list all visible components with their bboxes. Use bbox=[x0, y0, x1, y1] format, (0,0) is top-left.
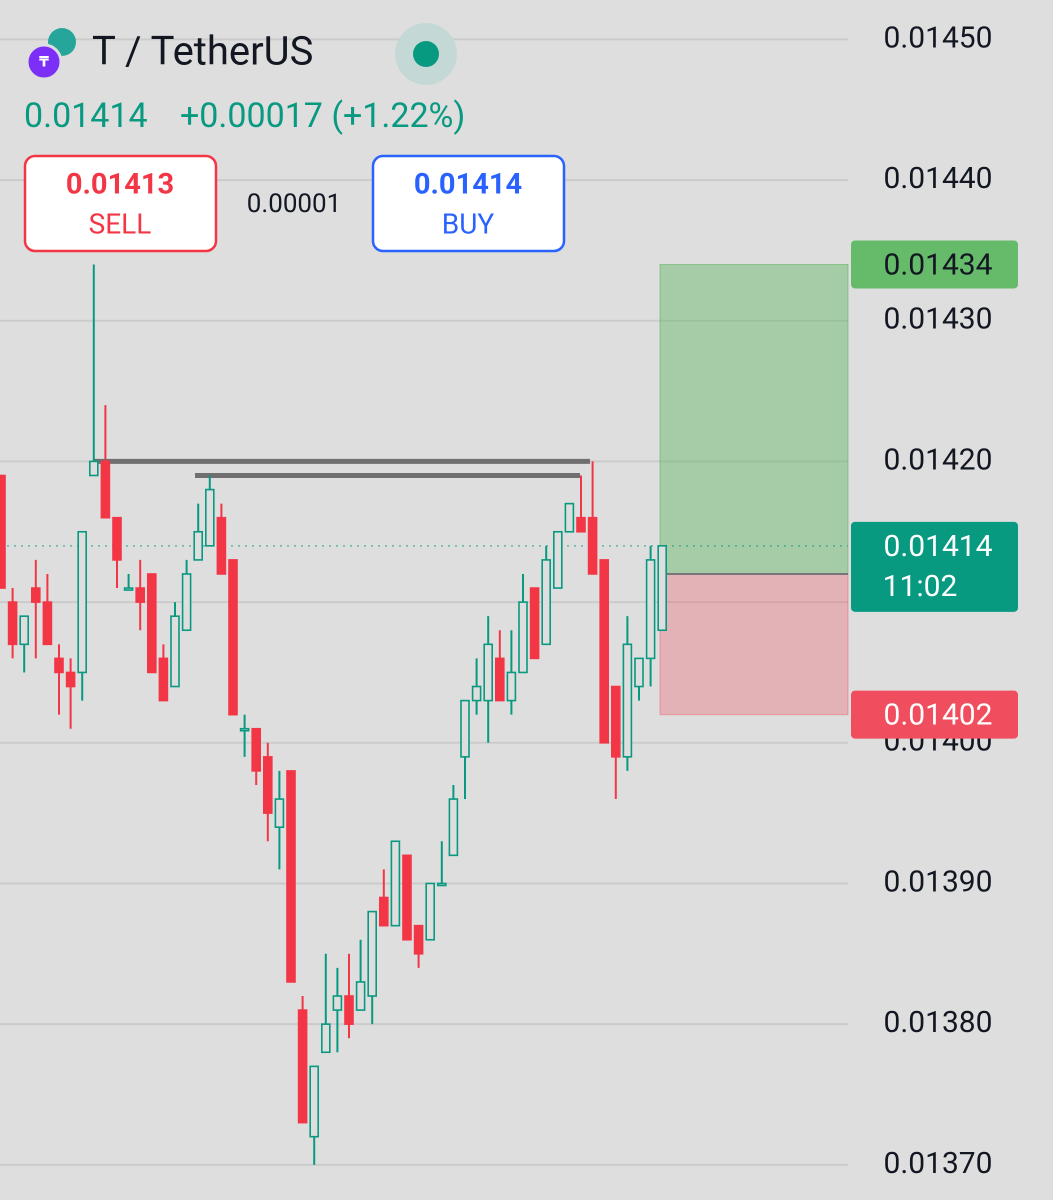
candle-body bbox=[309, 1065, 320, 1138]
price-badge bbox=[851, 690, 1018, 739]
candle-body bbox=[170, 615, 180, 688]
price-badge-label: 0.01414 bbox=[883, 529, 992, 564]
y-tick-label: 0.01440 bbox=[883, 161, 992, 196]
price-axis: 0.013700.013800.013900.014000.014100.014… bbox=[851, 20, 1018, 1181]
y-tick-label: 0.01420 bbox=[883, 442, 992, 477]
candle-body bbox=[541, 559, 552, 646]
candle-body bbox=[112, 516, 122, 561]
candle-body bbox=[239, 727, 250, 732]
candle-body bbox=[54, 657, 64, 674]
plot bbox=[0, 263, 849, 1165]
candle-body bbox=[147, 573, 157, 674]
candle-body bbox=[30, 587, 41, 603]
candle-body bbox=[42, 601, 53, 646]
candle-body bbox=[610, 685, 621, 758]
candle-body bbox=[123, 587, 134, 591]
candle-body bbox=[332, 995, 343, 1011]
icon-primary bbox=[25, 43, 63, 81]
candle-body bbox=[425, 882, 436, 941]
symbol-title: T / TetherUS bbox=[92, 28, 313, 75]
candle-body bbox=[251, 727, 261, 772]
candle-body bbox=[402, 854, 412, 941]
y-tick-label: 0.01450 bbox=[883, 20, 992, 55]
candle-body bbox=[483, 643, 494, 702]
icon-glyph: ₸ bbox=[39, 55, 49, 71]
stop-loss-zone bbox=[659, 573, 849, 716]
candle-body bbox=[344, 995, 354, 1025]
candle-body bbox=[645, 559, 656, 660]
status-dot bbox=[413, 41, 439, 67]
candle-body bbox=[576, 516, 586, 533]
candle-body bbox=[552, 530, 563, 589]
candle-body bbox=[228, 559, 238, 716]
candle-body bbox=[355, 981, 366, 1011]
buy-price: 0.01414 bbox=[414, 168, 522, 202]
price-badge bbox=[851, 240, 1018, 289]
price-badge bbox=[851, 521, 1018, 612]
last-price: 0.01414 bbox=[24, 96, 148, 136]
candle-body bbox=[205, 488, 215, 547]
candle-body bbox=[0, 474, 6, 589]
price-change: +0.00017 (+1.22%) bbox=[180, 96, 465, 136]
candle-body bbox=[100, 460, 111, 519]
candle-body bbox=[599, 559, 610, 744]
take-profit-zone bbox=[659, 263, 849, 575]
candle-body bbox=[89, 460, 99, 477]
candle-body bbox=[216, 516, 227, 575]
price-badge-label: 0.01434 bbox=[883, 247, 992, 282]
candle-body bbox=[286, 770, 296, 983]
candle-body bbox=[413, 924, 424, 955]
candle-body bbox=[320, 1023, 331, 1054]
candle-body bbox=[274, 798, 285, 828]
candle-body bbox=[193, 530, 203, 561]
candle-body bbox=[135, 587, 145, 603]
candle-body bbox=[529, 587, 540, 660]
candle-body bbox=[436, 882, 447, 887]
sell-button[interactable] bbox=[23, 154, 218, 253]
candle-body bbox=[634, 657, 644, 688]
candle-body bbox=[448, 798, 459, 857]
candle-body bbox=[471, 685, 482, 702]
candle-body bbox=[19, 615, 30, 646]
candle-body bbox=[158, 657, 169, 702]
spread: 0.00001 bbox=[247, 189, 342, 219]
candle-body bbox=[390, 840, 401, 927]
buy-label: BUY bbox=[442, 207, 495, 240]
y-tick-label: 0.01430 bbox=[883, 302, 992, 337]
candle-body bbox=[297, 1009, 308, 1124]
candle-body bbox=[518, 601, 528, 674]
y-tick-label: 0.01370 bbox=[883, 1146, 992, 1181]
candle-body bbox=[65, 671, 76, 688]
candle-body bbox=[506, 671, 517, 702]
y-tick-label: 0.01390 bbox=[883, 864, 992, 899]
candle-body bbox=[7, 601, 18, 646]
candle-body bbox=[494, 657, 505, 702]
countdown: 11:02 bbox=[883, 569, 958, 604]
candle-body bbox=[181, 573, 192, 632]
candle-body bbox=[564, 502, 575, 533]
candle-body bbox=[460, 699, 470, 758]
y-tick-label: 0.01380 bbox=[883, 1005, 992, 1040]
sell-price: 0.01413 bbox=[66, 168, 174, 202]
candle-body bbox=[657, 545, 668, 632]
buy-button[interactable] bbox=[371, 154, 566, 253]
candle-body bbox=[378, 896, 389, 927]
sell-label: SELL bbox=[89, 207, 152, 240]
candle-body bbox=[262, 756, 273, 814]
candle-body bbox=[77, 530, 87, 674]
candle-body bbox=[587, 516, 598, 575]
candle-body bbox=[367, 910, 378, 997]
candle-body bbox=[622, 643, 633, 758]
price-badge-label: 0.01402 bbox=[883, 698, 992, 733]
